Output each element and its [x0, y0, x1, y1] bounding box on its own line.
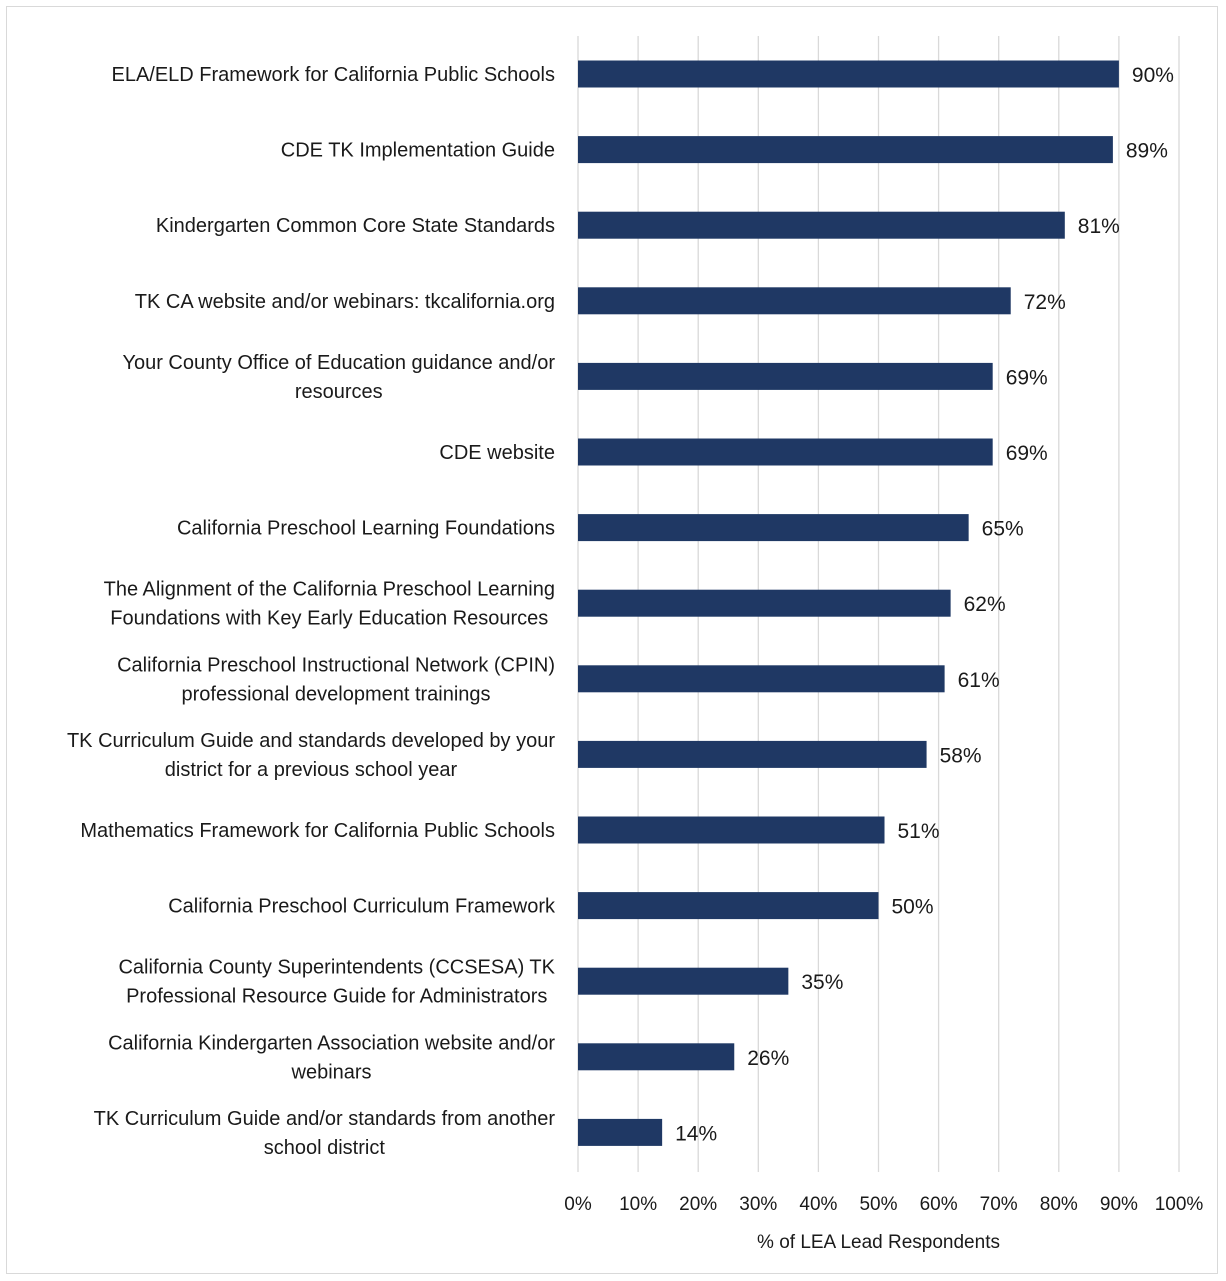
value-label: 69% — [1006, 442, 1048, 465]
bar — [578, 967, 789, 995]
category-label: TK Curriculum Guide and/or standards fro… — [94, 1108, 556, 1159]
bar — [578, 60, 1119, 88]
bar — [578, 740, 927, 768]
category-label: Mathematics Framework for California Pub… — [80, 820, 555, 842]
category-label-line: CDE website — [439, 442, 555, 464]
category-label: Your County Office of Education guidance… — [122, 352, 555, 403]
category-label: Kindergarten Common Core State Standards — [156, 215, 555, 237]
category-label-line: California County Superintendents (CCSES… — [118, 957, 555, 979]
bars — [578, 60, 1119, 1146]
category-label: TK Curriculum Guide and standards develo… — [67, 730, 555, 781]
category-label-line: California Kindergarten Association webs… — [108, 1032, 555, 1054]
category-label: California County Superintendents (CCSES… — [118, 957, 555, 1008]
value-label: 62% — [964, 593, 1006, 616]
bar — [578, 892, 879, 920]
value-label: 69% — [1006, 366, 1048, 389]
bar — [578, 1118, 663, 1146]
bar — [578, 362, 993, 390]
category-label-line: Kindergarten Common Core State Standards — [156, 215, 555, 237]
category-label-line: resources — [295, 381, 383, 403]
category-label-line: California Preschool Curriculum Framewor… — [168, 896, 556, 918]
category-label: California Preschool Learning Foundation… — [177, 518, 555, 540]
category-label-line: California Preschool Learning Foundation… — [177, 518, 555, 540]
x-tick-label: 10% — [619, 1194, 657, 1215]
category-label-line: district for a previous school year — [165, 759, 458, 781]
category-label: CDE website — [439, 442, 555, 464]
x-tick-label: 30% — [739, 1194, 777, 1215]
category-label: The Alignment of the California Preschoo… — [104, 579, 555, 630]
category-label-line: TK CA website and/or webinars: tkcalifor… — [135, 291, 555, 313]
bar — [578, 438, 993, 466]
bar — [578, 589, 951, 617]
category-label-line: Professional Resource Guide for Administ… — [126, 986, 547, 1008]
x-tick-label: 50% — [859, 1194, 897, 1215]
x-tick-label: 80% — [1040, 1194, 1078, 1215]
category-label: CDE TK Implementation Guide — [281, 140, 555, 162]
value-label: 81% — [1078, 215, 1120, 238]
value-label: 90% — [1132, 64, 1174, 87]
x-tick-label: 100% — [1155, 1194, 1204, 1215]
category-label-line: California Preschool Instructional Netwo… — [117, 654, 555, 676]
category-label-line: ELA/ELD Framework for California Public … — [111, 64, 555, 86]
category-label-line: TK Curriculum Guide and standards develo… — [67, 730, 555, 752]
x-tick-label: 0% — [564, 1194, 592, 1215]
value-label: 50% — [892, 896, 934, 919]
value-label: 35% — [801, 971, 843, 994]
bar — [578, 1043, 735, 1071]
category-label: ELA/ELD Framework for California Public … — [111, 64, 555, 86]
value-label: 61% — [958, 669, 1000, 692]
bar — [578, 665, 945, 693]
value-label: 89% — [1126, 140, 1168, 163]
category-label-line: CDE TK Implementation Guide — [281, 140, 555, 162]
category-label: California Kindergarten Association webs… — [108, 1032, 555, 1083]
x-tick-label: 60% — [920, 1194, 958, 1215]
value-label: 58% — [940, 744, 982, 767]
category-label: California Preschool Instructional Netwo… — [117, 654, 555, 705]
x-axis-ticks: 0% 10% 20% 30% 40% 50% 60% 70% 80% 90% 100% — [564, 1194, 1203, 1215]
x-tick-label: 70% — [980, 1194, 1018, 1215]
category-label-line: The Alignment of the California Preschoo… — [104, 579, 555, 601]
category-label: TK CA website and/or webinars: tkcalifor… — [135, 291, 555, 313]
x-tick-label: 40% — [799, 1194, 837, 1215]
category-label-line: school district — [264, 1137, 386, 1159]
value-label: 72% — [1024, 291, 1066, 314]
category-label-line: Foundations with Key Early Education Res… — [110, 608, 548, 630]
bar — [578, 211, 1065, 239]
category-label-line: Your County Office of Education guidance… — [122, 352, 555, 374]
value-labels: 90% 89% 81% 72% 69% 69% 65% 62% 61% 58% 51% 50% 35% 2… — [675, 64, 1174, 1145]
bar — [578, 816, 885, 844]
category-label-line: TK Curriculum Guide and/or standards fro… — [94, 1108, 556, 1130]
x-axis-title: % of LEA Lead Respondents — [757, 1232, 1000, 1253]
value-label: 51% — [898, 820, 940, 843]
value-label: 26% — [747, 1047, 789, 1070]
value-label: 14% — [675, 1122, 717, 1145]
category-label: California Preschool Curriculum Framewor… — [168, 896, 556, 918]
bar — [578, 514, 969, 542]
category-label-line: webinars — [291, 1061, 372, 1083]
x-tick-label: 20% — [679, 1194, 717, 1215]
category-labels: ELA/ELD Framework for California Public … — [67, 64, 556, 1159]
category-label-line: professional development trainings — [181, 683, 490, 705]
x-tick-label: 90% — [1100, 1194, 1138, 1215]
value-label: 65% — [982, 518, 1024, 541]
bar — [578, 287, 1011, 315]
category-label-line: Mathematics Framework for California Pub… — [80, 820, 555, 842]
bar — [578, 136, 1113, 164]
